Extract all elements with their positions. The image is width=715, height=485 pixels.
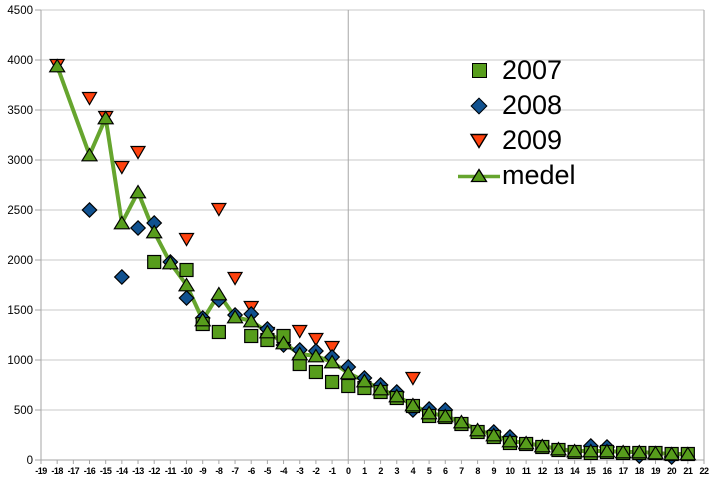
legend: 2007 2008 2009 medel (456, 53, 576, 193)
legend-item-medel: medel (456, 158, 576, 193)
x-tick-label: -10 (181, 466, 193, 476)
x-tick-label: -4 (280, 466, 287, 476)
x-tick-label: 15 (586, 466, 596, 476)
x-tick-label: -2 (312, 466, 319, 476)
y-tick-label: 3000 (7, 155, 33, 167)
series-2009 (49, 58, 421, 386)
y-tick-label: 0 (27, 455, 33, 467)
x-tick-label: 5 (427, 466, 432, 476)
series-2007 (147, 254, 695, 462)
y-tick-label: 500 (14, 405, 33, 417)
y-tick-label: 3500 (7, 105, 33, 117)
medel-line-marker-icon (456, 167, 502, 184)
x-tick-label: 18 (635, 466, 645, 476)
x-tick-label: -11 (165, 466, 177, 476)
x-tick-label: 3 (394, 466, 399, 476)
axis-labels: 050010001500200025003000350040004500-19-… (7, 5, 709, 476)
legend-item-2008: 2008 (456, 88, 576, 123)
x-tick-label: -16 (84, 466, 96, 476)
x-tick-label: -12 (148, 466, 160, 476)
x-tick-label: 8 (475, 466, 480, 476)
axes (35, 9, 705, 464)
x-tick-label: 1 (362, 466, 367, 476)
x-tick-label: -6 (248, 466, 255, 476)
square-marker-icon (456, 63, 502, 78)
legend-label: 2009 (502, 125, 563, 155)
x-tick-label: -13 (132, 466, 144, 476)
x-tick-label: -5 (264, 466, 271, 476)
y-tick-label: 4000 (7, 55, 33, 67)
y-tick-label: 4500 (7, 5, 33, 17)
x-tick-label: 10 (505, 466, 515, 476)
series-medel (48, 58, 697, 461)
x-tick-label: -17 (68, 466, 80, 476)
x-tick-label: 21 (683, 466, 693, 476)
x-tick-label: 19 (651, 466, 661, 476)
series (48, 58, 697, 466)
triangle-down-marker-icon (456, 133, 502, 149)
x-tick-label: -3 (296, 466, 303, 476)
x-tick-label: -9 (199, 466, 206, 476)
y-tick-label: 1000 (7, 355, 33, 367)
x-tick-label: -18 (51, 466, 63, 476)
x-tick-label: -7 (232, 466, 239, 476)
x-tick-label: 14 (570, 466, 580, 476)
series-2008 (81, 201, 680, 466)
x-tick-label: 7 (459, 466, 464, 476)
x-tick-label: -15 (100, 466, 112, 476)
x-tick-label: 12 (538, 466, 548, 476)
x-tick-label: -19 (35, 466, 47, 476)
legend-item-2007: 2007 (456, 53, 576, 88)
legend-label: medel (502, 160, 576, 190)
x-tick-label: 4 (411, 466, 416, 476)
x-tick-label: 22 (699, 466, 709, 476)
y-tick-label: 1500 (7, 305, 33, 317)
x-tick-label: 6 (443, 466, 448, 476)
y-tick-label: 2000 (7, 255, 33, 267)
x-tick-label: 17 (619, 466, 629, 476)
x-tick-label: 16 (602, 466, 612, 476)
legend-item-2009: 2009 (456, 123, 576, 158)
x-tick-label: 2 (378, 466, 383, 476)
x-tick-label: -14 (116, 466, 128, 476)
x-tick-label: -8 (215, 466, 222, 476)
x-tick-label: 11 (522, 466, 531, 476)
x-tick-label: 0 (346, 466, 351, 476)
diamond-marker-icon (456, 97, 502, 114)
gridlines (40, 9, 705, 461)
x-tick-label: 9 (492, 466, 497, 476)
y-tick-label: 2500 (7, 205, 33, 217)
legend-label: 2007 (502, 55, 563, 85)
legend-label: 2008 (502, 90, 563, 120)
x-tick-label: -1 (329, 466, 336, 476)
x-tick-label: 13 (554, 466, 564, 476)
x-tick-label: 20 (667, 466, 677, 476)
